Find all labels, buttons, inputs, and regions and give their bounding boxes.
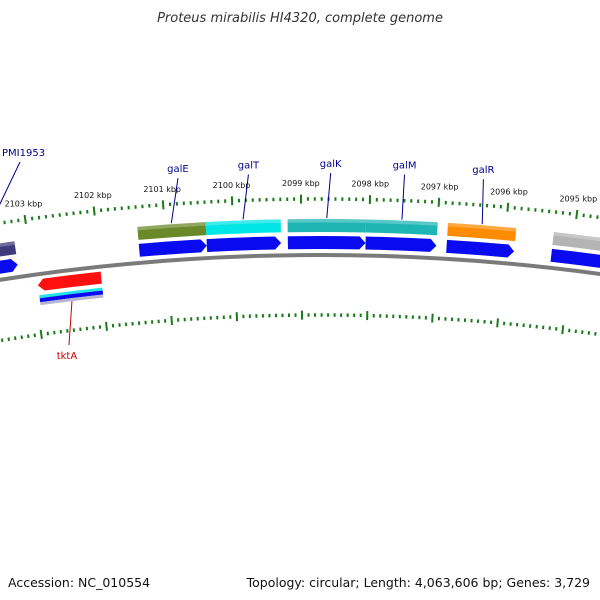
- label-tktA: tktA: [57, 351, 78, 362]
- leader-tktA: [68, 301, 73, 346]
- leader-galM: [401, 174, 406, 220]
- label-galT: galT: [238, 160, 260, 171]
- major-tick: [39, 329, 43, 339]
- tick-label-2099: 2099 kbp: [282, 179, 320, 188]
- tick-label-2103: 2103 kbp: [5, 200, 43, 209]
- cds-tktA-edge: [39, 287, 103, 299]
- tick-label-2101: 2101 kbp: [143, 185, 181, 194]
- gene-galM: [365, 219, 438, 236]
- gene-unlabeled-gene: [552, 231, 600, 251]
- major-tick: [437, 197, 441, 207]
- major-tick: [506, 202, 510, 212]
- gene-highlight: [447, 222, 517, 232]
- major-tick: [431, 313, 434, 323]
- leader-galK: [326, 172, 332, 219]
- gene-highlight: [205, 219, 281, 226]
- tick-label-2098: 2098 kbp: [351, 180, 389, 189]
- leader-galT: [242, 174, 249, 220]
- major-tick: [92, 206, 96, 216]
- major-tick: [561, 325, 565, 335]
- tick-labels: 2103 kbp 2102 kbp 2101 kbp 2100 kbp 2099 kbp…: [5, 179, 598, 209]
- gene-highlight: [365, 219, 438, 226]
- topology-text: Topology: circular; Length: 4,063,606 bp…: [246, 575, 590, 590]
- major-tick: [575, 209, 579, 220]
- leader-PMI1953: [0, 161, 21, 205]
- minor-tick: [13, 336, 17, 341]
- leader-galE: [170, 178, 179, 224]
- label-galM: galM: [393, 161, 417, 172]
- gene-galE: [137, 222, 207, 240]
- label-PMI1953: PMI1953: [2, 148, 45, 159]
- gene-track: [0, 218, 600, 296]
- major-tick: [496, 318, 499, 328]
- gene-PMI1953: [0, 241, 17, 257]
- minor-tick: [20, 335, 23, 340]
- minor-tick: [27, 334, 30, 339]
- gene-galR: [447, 222, 517, 242]
- map-title: Proteus mirabilis HI4320, complete genom…: [157, 11, 443, 26]
- gene-galK: [287, 218, 367, 233]
- cds-unlabeled-gene: [550, 248, 600, 268]
- cds-galE: [138, 239, 207, 257]
- label-galR: galR: [472, 165, 494, 176]
- inner-tick-ring: [0, 310, 597, 343]
- label-galK: galK: [320, 159, 342, 170]
- cds-tktA: [39, 290, 104, 303]
- major-tick: [23, 214, 27, 225]
- gene-galT: [205, 219, 281, 236]
- gene-tktA: [37, 271, 102, 291]
- gene-gap: [38, 284, 103, 296]
- gene-labels: PMI1953 galE galT galK galM galR tktA: [0, 148, 495, 362]
- gene-highlight: [0, 241, 15, 247]
- gene-highlight: [137, 222, 206, 231]
- minor-tick: [3, 220, 6, 225]
- leader-galR: [481, 179, 484, 225]
- cds-tktA-shadow: [40, 294, 104, 306]
- label-galE: galE: [167, 164, 189, 175]
- cds-galM: [365, 236, 437, 252]
- gene-highlight: [287, 218, 367, 224]
- minor-tick: [10, 219, 13, 224]
- major-tick: [170, 315, 173, 326]
- minor-tick: [0, 338, 4, 343]
- cds-track: [0, 236, 600, 306]
- tick-label-2102: 2102 kbp: [74, 191, 112, 200]
- gene-highlight: [553, 231, 600, 242]
- tick-label-2097: 2097 kbp: [421, 182, 459, 191]
- major-tick: [105, 321, 108, 331]
- outer-tick-ring: [3, 194, 599, 225]
- tick-label-2096: 2096 kbp: [490, 187, 528, 196]
- accession-text: Accession: NC_010554: [8, 575, 150, 590]
- cds-galT: [206, 236, 282, 253]
- minor-tick: [7, 337, 10, 342]
- tick-label-2100: 2100 kbp: [213, 181, 251, 190]
- major-tick: [161, 200, 165, 210]
- cds-galR: [446, 239, 515, 258]
- cds-PMI1953: [0, 258, 18, 274]
- backbone-ring: [0, 253, 600, 282]
- cds-galK: [287, 236, 366, 250]
- tick-label-2095: 2095 kbp: [559, 195, 597, 204]
